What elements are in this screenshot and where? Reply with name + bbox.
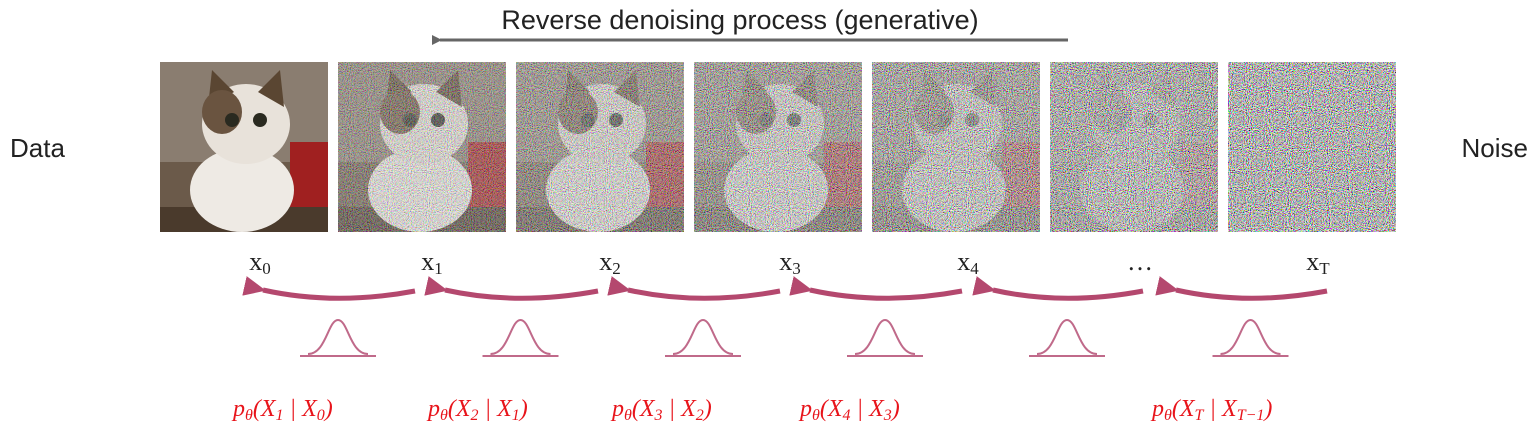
formula-part: (X — [448, 396, 472, 422]
step-name: x — [779, 247, 792, 276]
step-index: 0 — [262, 259, 271, 278]
step-label: x2 — [599, 247, 621, 278]
formula: pθ(X2 | X1) — [426, 396, 528, 424]
step-label: x1 — [421, 247, 443, 278]
gauss-curve — [672, 318, 734, 355]
cat-eye — [253, 113, 267, 127]
formula-sub: θ — [1164, 407, 1172, 424]
step-name: x — [249, 247, 262, 276]
gauss-curve — [307, 318, 369, 355]
formula-part: p — [426, 396, 440, 422]
noise — [694, 62, 862, 232]
step-label: x0 — [249, 247, 271, 278]
formula-part: | X — [1203, 396, 1238, 422]
formula-sub: 0 — [317, 407, 325, 424]
formula-sub: 2 — [471, 407, 479, 424]
image-strip — [160, 62, 1396, 232]
formula-part: | X — [284, 396, 319, 422]
step-arrow — [607, 276, 781, 301]
formula-part: (X — [253, 396, 277, 422]
step-arrow — [1155, 276, 1328, 301]
image-panel — [1050, 62, 1218, 232]
formula-part: ) — [702, 396, 712, 422]
noise — [338, 62, 506, 232]
formula-part: p — [798, 396, 812, 422]
step-label: x3 — [779, 247, 801, 278]
formula-sub: θ — [440, 407, 448, 424]
step-name: x — [421, 247, 434, 276]
formula-part: (X — [1172, 396, 1196, 422]
step-name: x — [599, 247, 612, 276]
gauss-curve — [1220, 318, 1281, 355]
formula-part: (X — [820, 396, 844, 422]
formula-part: | X — [479, 396, 514, 422]
formula-sub: θ — [624, 407, 632, 424]
step-arrow — [242, 276, 416, 301]
formula-sub: θ — [812, 407, 820, 424]
formula-sub: 2 — [696, 407, 704, 424]
step-index: 1 — [434, 259, 443, 278]
image-panel — [338, 62, 506, 232]
formula-sub: 3 — [883, 407, 892, 424]
step-label: x4 — [957, 247, 979, 278]
noise — [1050, 62, 1218, 232]
formula: pθ(X4 | X3) — [798, 396, 900, 424]
step-label: xT — [1306, 247, 1330, 278]
formula: pθ(X3 | X2) — [610, 396, 712, 424]
image-panel — [1228, 62, 1396, 232]
gauss-curve — [854, 318, 916, 355]
formula-part: ) — [890, 396, 900, 422]
noise — [516, 62, 684, 232]
step-arrow — [789, 276, 963, 301]
formula-part: p — [1150, 396, 1164, 422]
formula-sub: T — [1195, 407, 1205, 424]
step-name: x — [1306, 247, 1319, 276]
formula: pθ(X1 | X0) — [231, 396, 333, 424]
step-index: 2 — [612, 259, 621, 278]
image-panel — [516, 62, 684, 232]
formula-part: ) — [518, 396, 528, 422]
formula-sub: 4 — [843, 407, 851, 424]
formula-part: ) — [323, 396, 333, 422]
red-object — [290, 142, 328, 212]
step-index: 3 — [792, 259, 801, 278]
step-arrow — [424, 276, 599, 301]
noise — [872, 62, 1040, 232]
noise-label: Noise — [1462, 133, 1528, 163]
step-label: … — [1127, 247, 1153, 276]
step-index: T — [1319, 259, 1330, 278]
gauss-curve — [1036, 318, 1098, 355]
formula-part: (X — [632, 396, 656, 422]
step-name: x — [957, 247, 970, 276]
formula-sub: θ — [245, 407, 253, 424]
data-label: Data — [10, 133, 65, 163]
step-name: … — [1127, 247, 1153, 276]
noise — [1228, 62, 1396, 232]
image-panel — [694, 62, 862, 232]
formula-sub: 1 — [276, 407, 284, 424]
gauss-curve — [490, 318, 551, 355]
formula-part: p — [231, 396, 245, 422]
step-index: 4 — [970, 259, 979, 278]
formula-sub: T−1 — [1237, 407, 1265, 424]
formula-sub: 1 — [512, 407, 520, 424]
formula-part: p — [610, 396, 624, 422]
formula-part: | X — [851, 396, 886, 422]
image-panel — [160, 62, 328, 232]
title: Reverse denoising process (generative) — [501, 5, 978, 35]
step-arrow — [972, 276, 1144, 301]
formula: pθ(XT | XT−1) — [1150, 396, 1272, 424]
formula-part: ) — [1262, 396, 1272, 422]
formula-sub: 3 — [654, 407, 663, 424]
formula-part: | X — [663, 396, 698, 422]
image-panel — [872, 62, 1040, 232]
cat-ears — [208, 70, 284, 107]
cat-body — [190, 148, 294, 232]
cat-eye — [225, 113, 239, 127]
step-arrows — [242, 276, 1328, 357]
